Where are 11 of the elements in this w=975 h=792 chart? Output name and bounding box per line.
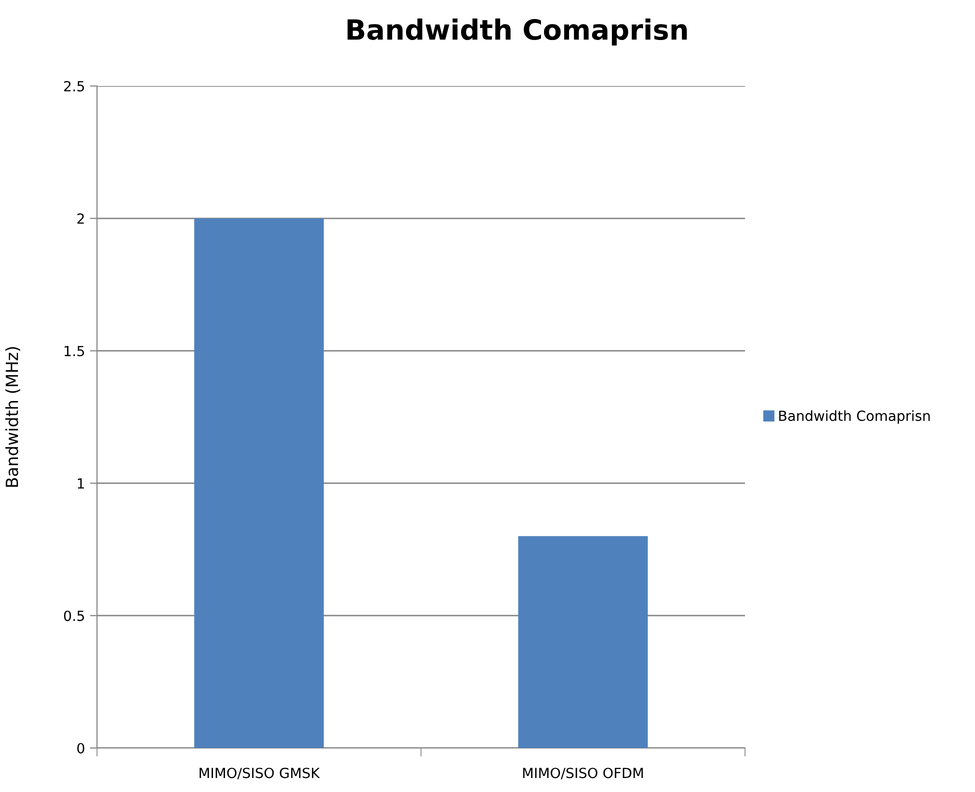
y-tick-label: 1.5 bbox=[64, 346, 84, 356]
y-axis-title: Bandwidth (MHz) bbox=[5, 347, 20, 487]
y-tick-label: 1 bbox=[78, 478, 84, 488]
legend-label: Bandwidth Comaprisn bbox=[779, 410, 930, 424]
y-tick-label: 2.5 bbox=[64, 80, 84, 92]
y-tick-label: 2 bbox=[77, 213, 84, 224]
chart-title: Bandwidth Comaprisn bbox=[348, 18, 687, 46]
x-tick-label: MIMO/SISO GMSK bbox=[200, 768, 320, 780]
y-tick-label: 0 bbox=[77, 742, 84, 754]
x-tick-label: MIMO/SISO OFDM bbox=[523, 768, 643, 780]
y-tick-label: 0.5 bbox=[64, 610, 84, 622]
